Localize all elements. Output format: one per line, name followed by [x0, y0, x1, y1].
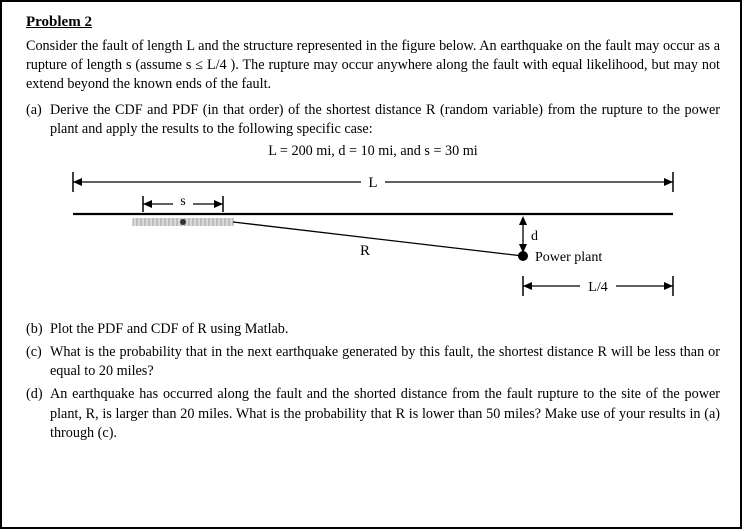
part-c: (c) What is the probability that in the … [26, 343, 720, 381]
parameters-line: L = 200 mi, d = 10 mi, and s = 30 mi [26, 143, 720, 160]
figure-svg: Ls Rd Power plant L/4 [53, 164, 693, 314]
figure-wrapper: Ls Rd Power plant L/4 [26, 164, 720, 314]
part-d-text: An earthquake has occurred along the fau… [50, 385, 720, 443]
svg-text:L/4: L/4 [588, 280, 607, 295]
svg-text:Power plant: Power plant [535, 250, 602, 265]
part-b-text: Plot the PDF and CDF of R using Matlab. [50, 320, 720, 339]
part-b-label: (b) [26, 320, 50, 339]
part-c-text: What is the probability that in the next… [50, 343, 720, 381]
part-d: (d) An earthquake has occurred along the… [26, 385, 720, 443]
svg-text:d: d [531, 229, 538, 244]
page-container: Problem 2 Consider the fault of length L… [0, 0, 742, 529]
part-c-label: (c) [26, 343, 50, 381]
part-a: (a) Derive the CDF and PDF (in that orde… [26, 101, 720, 139]
part-a-label: (a) [26, 101, 50, 139]
svg-text:s: s [180, 194, 185, 209]
part-b: (b) Plot the PDF and CDF of R using Matl… [26, 320, 720, 339]
svg-text:R: R [360, 243, 370, 259]
problem-title: Problem 2 [26, 14, 720, 31]
part-a-text: Derive the CDF and PDF (in that order) o… [50, 101, 720, 139]
svg-text:L: L [368, 175, 377, 191]
part-d-label: (d) [26, 385, 50, 443]
intro-paragraph: Consider the fault of length L and the s… [26, 37, 720, 95]
